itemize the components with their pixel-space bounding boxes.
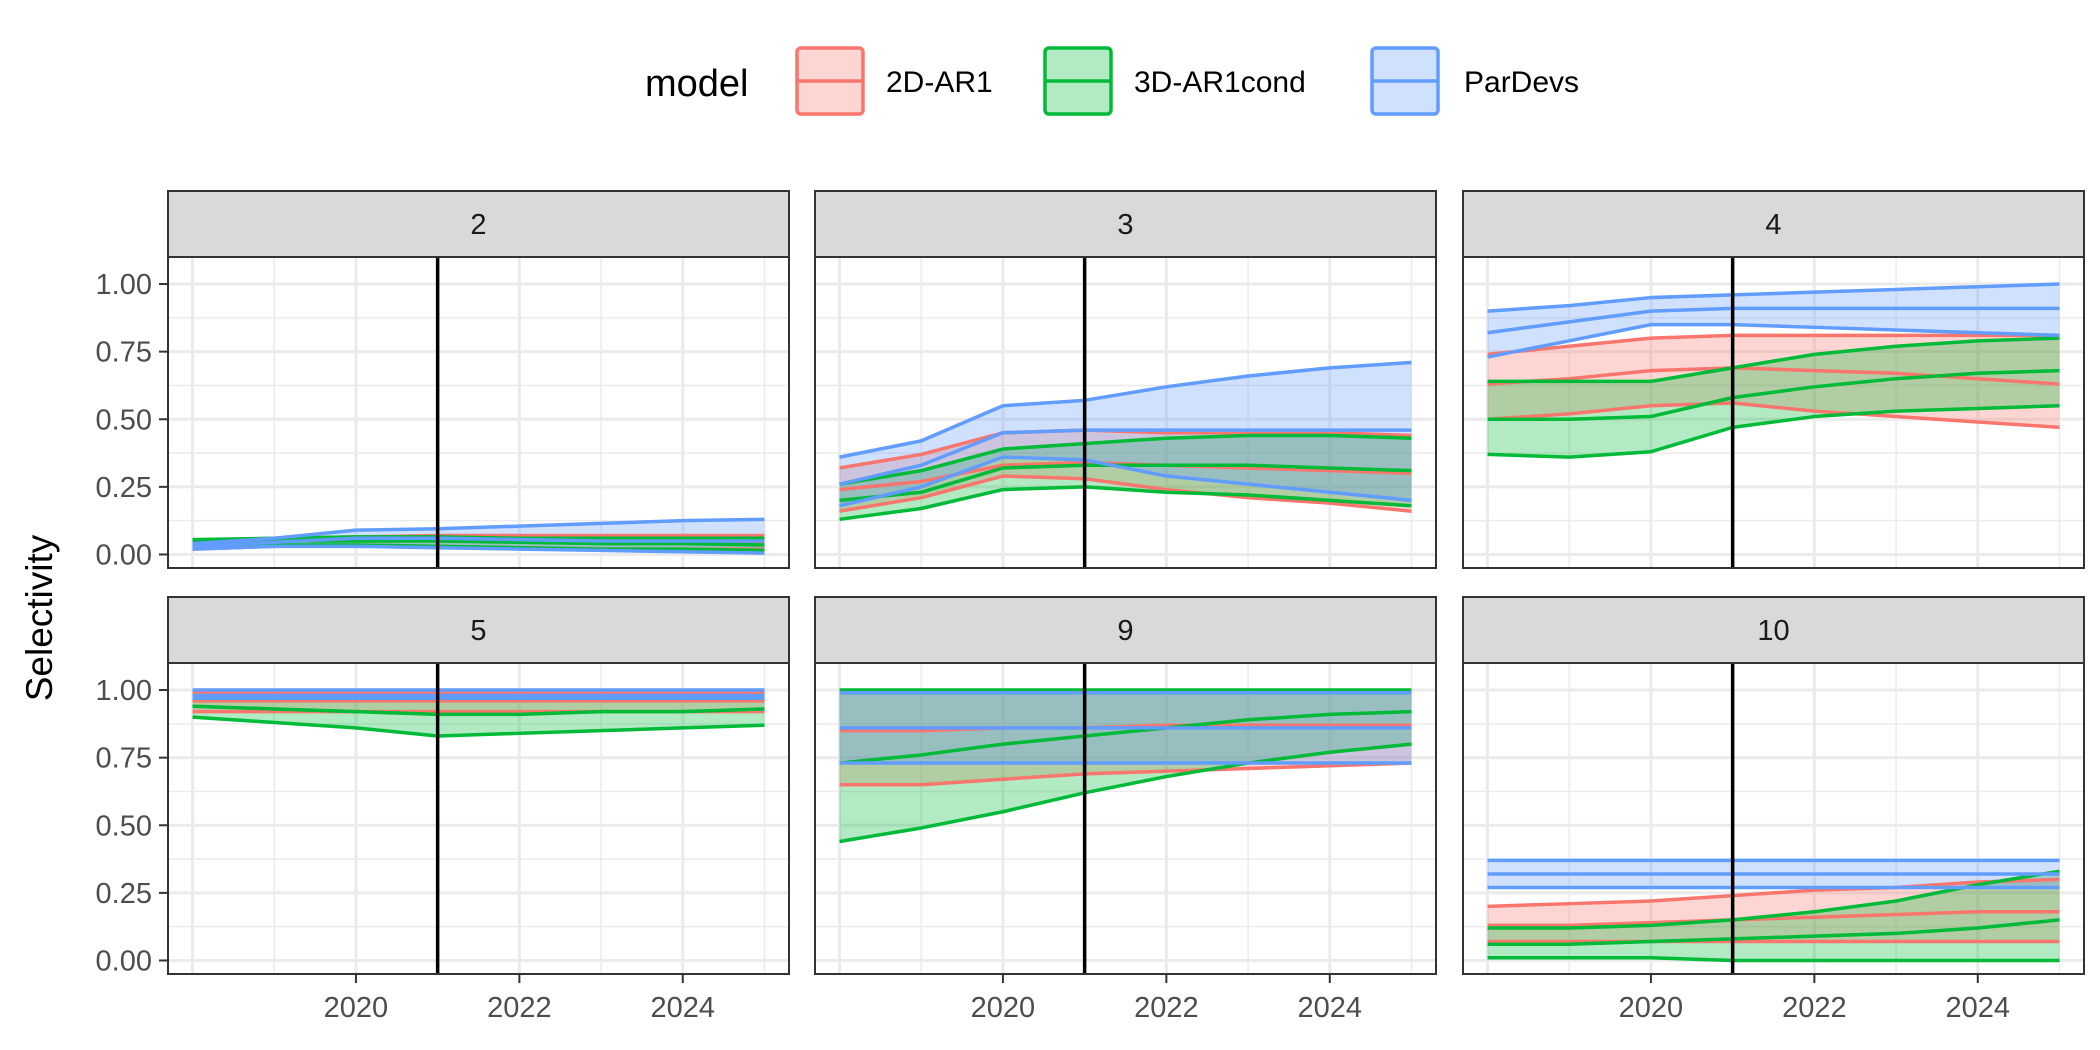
panel-9: 9 2020 2022 2024: [814, 596, 1437, 1024]
legend-key-3d-ar1cond: 3D-AR1cond: [1043, 46, 1306, 116]
line-3d-ar1cond-lower: [192, 715, 765, 738]
x-tick-label: 2022: [487, 992, 552, 1024]
legend-label-pardevs: ParDevs: [1464, 66, 1579, 99]
line-2d-ar1-lower: [839, 474, 1412, 513]
ribbon-2d-ar1: [839, 430, 1412, 512]
ribbon-3d-ar1cond: [1487, 338, 2060, 458]
x-tick-label: 2022: [1782, 992, 1847, 1024]
line-pardevs-mid: [1487, 306, 2060, 335]
line-3d-ar1cond-lower: [1487, 956, 2060, 963]
strip-label-4: 4: [1765, 209, 1781, 241]
panel-2: 2 0.00 0.25 0.50 0.75 1.00: [96, 190, 790, 571]
strip-10: [1462, 596, 2085, 664]
ribbon-pardevs: [1487, 284, 2060, 358]
line-3d-ar1cond-mid: [192, 704, 765, 717]
line-pardevs-upper: [1487, 282, 2060, 313]
y-tick-label: 1.00: [96, 269, 152, 301]
legend-label-3d-ar1cond: 3D-AR1cond: [1134, 66, 1306, 99]
y-tick-label: 0.25: [96, 472, 152, 504]
panel-3: 3: [814, 190, 1437, 569]
y-tick-label: 0.50: [96, 810, 152, 842]
panel-10: 10 2020 2022 2024: [1462, 596, 2085, 1024]
y-tick-label: 1.00: [96, 675, 152, 707]
y-tick-label: 0.75: [96, 743, 152, 775]
strip-4: [1462, 190, 2085, 258]
strip-label-5: 5: [470, 615, 486, 647]
panel-border: [1462, 256, 2085, 569]
y-tick-label: 0.00: [96, 539, 152, 571]
x-tick-label: 2020: [1619, 992, 1684, 1024]
panels: 2 0.00 0.25 0.50 0.75 1.00 3 4 5 0.00 0.25 0.50 0.75…: [96, 190, 2085, 1024]
line-pardevs-mid: [839, 428, 1412, 486]
strip-3: [814, 190, 1437, 258]
ribbon-3d-ar1cond: [192, 698, 765, 737]
line-3d-ar1cond-lower: [839, 742, 1412, 844]
line-2d-ar1-upper: [1487, 877, 2060, 909]
line-3d-ar1cond-lower: [839, 485, 1412, 522]
legend-label-2d-ar1: 2D-AR1: [886, 66, 993, 99]
panel-border: [167, 662, 790, 975]
ribbon-2d-ar1: [1487, 335, 2060, 428]
line-3d-ar1cond-upper: [839, 433, 1412, 486]
strip-label-2: 2: [470, 209, 486, 241]
strip-2: [167, 190, 790, 258]
panel-border: [814, 662, 1437, 975]
line-2d-ar1-mid: [1487, 910, 2060, 928]
line-3d-ar1cond-mid: [839, 463, 1412, 503]
line-pardevs-upper: [192, 517, 765, 546]
line-3d-ar1cond-upper: [1487, 336, 2060, 384]
line-pardevs-mid: [192, 536, 765, 549]
x-tick-label: 2024: [1946, 992, 2011, 1024]
panel-4: 4: [1462, 190, 2085, 569]
line-pardevs-lower: [839, 455, 1412, 508]
strip-label-3: 3: [1117, 209, 1133, 241]
legend-title: model: [645, 63, 749, 105]
line-pardevs-upper: [839, 360, 1412, 459]
line-2d-ar1-lower: [1487, 401, 2060, 430]
line-2d-ar1-mid: [1487, 366, 2060, 386]
strip-label-9: 9: [1117, 615, 1133, 647]
line-2d-ar1-lower: [839, 761, 1412, 787]
x-tick-label: 2020: [971, 992, 1036, 1024]
line-pardevs-lower: [192, 544, 765, 555]
y-tick-label: 0.25: [96, 878, 152, 910]
strip-label-10: 10: [1757, 615, 1789, 647]
line-2d-ar1-upper: [1487, 333, 2060, 357]
panel-5: 5 0.00 0.25 0.50 0.75 1.00 2020 2022 2024: [96, 596, 790, 1024]
x-tick-label: 2024: [651, 992, 716, 1024]
line-3d-ar1cond-lower: [1487, 403, 2060, 459]
line-3d-ar1cond-mid: [839, 709, 1412, 765]
x-tick-label: 2022: [1134, 992, 1199, 1024]
legend: model 2D-AR1 3D-AR1cond ParDevs: [645, 46, 1579, 116]
line-3d-ar1cond-mid: [1487, 368, 2060, 422]
ribbon-3d-ar1cond: [839, 435, 1412, 520]
y-tick-label: 0.50: [96, 404, 152, 436]
y-tick-label: 0.00: [96, 945, 152, 977]
strip-5: [167, 596, 790, 664]
line-pardevs-lower: [1487, 322, 2060, 359]
x-tick-label: 2024: [1298, 992, 1363, 1024]
y-tick-label: 0.75: [96, 337, 152, 369]
panel-border: [1462, 662, 2085, 975]
y-axis-label: Selectivity: [19, 534, 60, 701]
x-tick-label: 2020: [324, 992, 389, 1024]
panel-border: [814, 256, 1437, 569]
panel-border: [167, 256, 790, 569]
legend-key-pardevs: ParDevs: [1370, 46, 1579, 116]
legend-key-2d-ar1: 2D-AR1: [795, 46, 993, 116]
strip-9: [814, 596, 1437, 664]
line-3d-ar1cond-mid: [1487, 918, 2060, 947]
